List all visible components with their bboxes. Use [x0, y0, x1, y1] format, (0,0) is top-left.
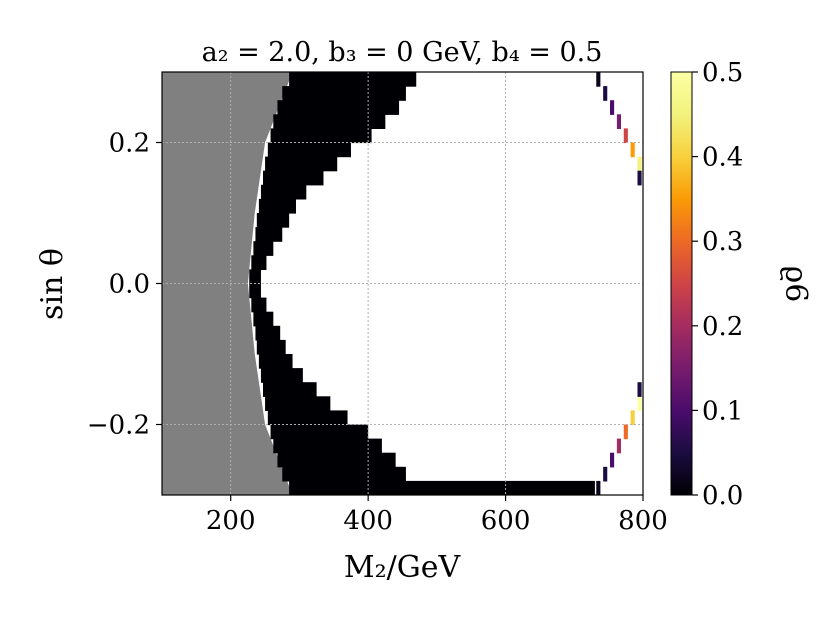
colorbar-tick-label: 0.1 — [702, 396, 743, 426]
heatmap-cell-row — [282, 86, 406, 101]
y-axis-ticks: −0.2 0.0 0.2 — [87, 129, 162, 441]
edge-cells-group — [596, 72, 642, 495]
heatmap-cell-row — [289, 480, 595, 495]
heatmap-cell-row — [249, 283, 261, 299]
x-tick-label: 600 — [481, 506, 531, 536]
heatmap-cell-row — [267, 410, 348, 426]
heatmap-cell-row — [265, 396, 331, 411]
heatmap-cell — [603, 86, 608, 101]
heatmap-cell — [616, 114, 622, 129]
heatmap-cell-row — [267, 142, 351, 158]
heatmap-cell — [603, 466, 608, 482]
heatmap-cell-row — [263, 382, 317, 397]
colorbar-label: ϱ6 — [778, 266, 813, 303]
heatmap-cell-row — [256, 339, 286, 355]
heatmap-cell-row — [253, 311, 274, 327]
colorbar-gradient — [670, 71, 693, 496]
heatmap-cell-row — [255, 325, 281, 341]
chart-title: a₂ = 2.0, b₃ = 0 GeV, b₄ = 0.5 — [202, 37, 603, 68]
heatmap-cell — [623, 128, 628, 144]
heatmap-cell — [623, 424, 628, 440]
gridlines — [162, 72, 643, 495]
heatmap-cell-row — [253, 241, 274, 256]
heatmap-cell-row — [258, 198, 296, 214]
x-axis-ticks: 200 400 600 800 — [206, 495, 668, 536]
colorbar-ticks: 0.0 0.1 0.2 0.3 0.4 0.5 — [692, 58, 743, 511]
x-axis-label: M₂/GeV — [344, 550, 462, 585]
heatmap-cell — [630, 142, 635, 158]
heatmap-cell-row — [260, 184, 307, 200]
heatmap-cell-row — [273, 438, 382, 454]
heatmap-cell — [637, 382, 642, 397]
heatmap-cell — [637, 396, 642, 411]
heatmap-cell — [610, 452, 615, 468]
colorbar-tick-label: 0.5 — [702, 58, 743, 88]
heatmap-cell-row — [277, 100, 400, 115]
heatmap-cell-row — [270, 424, 369, 440]
x-tick-label: 800 — [618, 506, 668, 536]
y-tick-label: 0.2 — [109, 129, 150, 159]
heatmap-cell-row — [260, 368, 303, 383]
heatmap-cell — [637, 170, 642, 186]
colorbar-tick-label: 0.2 — [702, 312, 743, 342]
dark-band-group — [249, 72, 595, 495]
heatmap-cell-row — [255, 227, 283, 242]
x-tick-label: 200 — [206, 506, 256, 536]
y-axis-label: sin θ — [35, 248, 70, 320]
heatmap-cell — [637, 156, 642, 172]
colorbar: 0.0 0.1 0.2 0.3 0.4 0.5 ϱ6 — [670, 58, 813, 511]
y-tick-label: 0.0 — [109, 270, 150, 300]
y-tick-label: −0.2 — [87, 411, 150, 441]
heatmap-cell-row — [270, 128, 372, 144]
heatmap-cell-row — [249, 269, 261, 285]
heatmap-cell-row — [282, 466, 406, 482]
heatmap-cell-row — [256, 213, 290, 228]
plot-area — [162, 72, 643, 495]
heatmap-cell-row — [251, 255, 267, 270]
x-tick-label: 400 — [343, 506, 393, 536]
colorbar-tick-label: 0.3 — [702, 227, 743, 257]
heatmap-cell-row — [265, 156, 338, 172]
heatmap-cell — [596, 72, 601, 87]
colorbar-tick-label: 0.0 — [702, 481, 743, 511]
heatmap-cell — [610, 100, 615, 115]
heatmap-cell-row — [273, 114, 386, 129]
heatmap-cell-row — [258, 354, 293, 369]
heatmap-cell — [630, 410, 635, 426]
heatmap-cell — [616, 438, 622, 454]
colorbar-tick-label: 0.4 — [702, 143, 743, 173]
heatmap-cell-row — [277, 452, 396, 468]
heatmap-cell-row — [251, 297, 267, 313]
heatmap-cell-row — [289, 72, 417, 87]
heatmap-cell — [596, 480, 601, 495]
heatmap-cell-row — [263, 170, 324, 186]
